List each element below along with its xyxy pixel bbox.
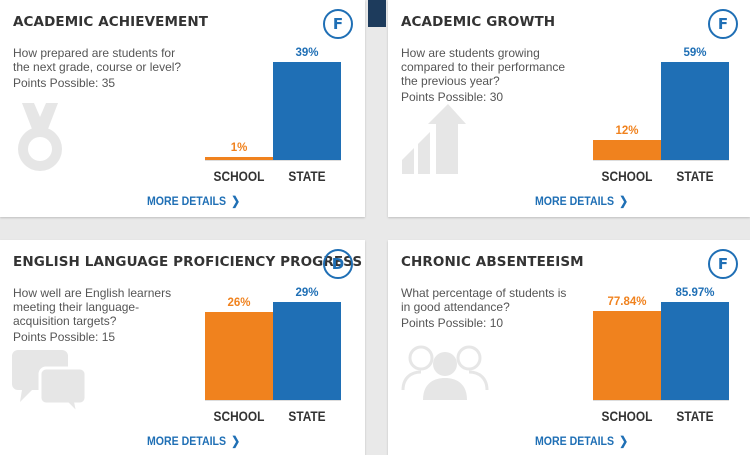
points-possible: Points Possible: 10 (401, 316, 504, 330)
bar-chart: 12% 59% SCHOOL STATE (388, 0, 750, 217)
grade-badge: D (323, 249, 353, 279)
bar-school (593, 311, 661, 400)
card-title: ENGLISH LANGUAGE PROFICIENCY PROGRESS (13, 254, 363, 270)
category-label-state: STATE (288, 408, 326, 424)
question-text: What percentage of students is in good a… (401, 286, 567, 314)
card-english-language-proficiency: ENGLISH LANGUAGE PROFICIENCY PROGRESS D … (0, 240, 365, 455)
bar-chart: 1% 39% SCHOOL STATE (0, 0, 365, 217)
category-label-school: SCHOOL (601, 168, 653, 184)
question-text: How well are English learners meeting th… (13, 286, 172, 328)
card-academic-achievement: ACADEMIC ACHIEVEMENT F How prepared are … (0, 0, 365, 217)
more-details-link[interactable]: MORE DETAILS ❯ (535, 194, 628, 208)
bar-label-state: 39% (295, 47, 319, 59)
grade-badge: F (708, 9, 738, 39)
card-title: CHRONIC ABSENTEEISM (401, 254, 584, 270)
bar-label-state: 29% (295, 287, 319, 299)
bar-state (273, 302, 341, 400)
more-details-link[interactable]: MORE DETAILS ❯ (147, 434, 240, 448)
bar-chart: 26% 29% SCHOOL STATE (0, 240, 365, 455)
card-question: How prepared are students for the next g… (13, 46, 191, 90)
bar-school (593, 140, 661, 160)
more-details-label: MORE DETAILS (535, 194, 615, 208)
more-details-link[interactable]: MORE DETAILS ❯ (535, 434, 628, 448)
category-label-school: SCHOOL (601, 408, 653, 424)
people-icon (401, 345, 489, 400)
card-question: How well are English learners meeting th… (13, 286, 191, 344)
bar-label-state: 85.97% (675, 287, 715, 299)
speech-bubbles-icon (12, 350, 88, 414)
chart-baseline (593, 160, 729, 161)
bar-label-school: 77.84% (607, 296, 647, 308)
chart-baseline (205, 400, 341, 401)
more-details-label: MORE DETAILS (147, 194, 227, 208)
bar-label-school: 26% (227, 297, 251, 309)
card-question: How are students growing compared to the… (401, 46, 579, 104)
bar-label-school: 1% (230, 142, 248, 154)
chevron-right-icon: ❯ (619, 194, 629, 208)
category-label-state: STATE (288, 168, 326, 184)
bar-school (205, 157, 273, 160)
category-label-school: SCHOOL (213, 408, 265, 424)
medal-icon (18, 103, 62, 171)
chevron-right-icon: ❯ (231, 194, 241, 208)
bar-state (273, 62, 341, 160)
card-chronic-absenteeism: CHRONIC ABSENTEEISM F What percentage of… (388, 240, 750, 455)
bar-school (205, 312, 273, 400)
card-academic-growth: ACADEMIC GROWTH F How are students growi… (388, 0, 750, 217)
growth-arrow-icon (402, 104, 466, 174)
more-details-link[interactable]: MORE DETAILS ❯ (147, 194, 240, 208)
points-possible: Points Possible: 30 (401, 90, 504, 104)
bar-chart: 77.84% 85.97% SCHOOL STATE (388, 240, 750, 455)
chevron-right-icon: ❯ (619, 434, 629, 448)
chart-baseline (205, 160, 341, 161)
bar-state (661, 62, 729, 160)
category-label-school: SCHOOL (213, 168, 265, 184)
question-text: How are students growing compared to the… (401, 46, 566, 88)
category-label-state: STATE (676, 408, 714, 424)
grade-badge: F (708, 249, 738, 279)
points-possible: Points Possible: 15 (13, 330, 116, 344)
bar-state (661, 302, 729, 400)
card-title: ACADEMIC GROWTH (401, 14, 556, 30)
header-strip (368, 0, 386, 27)
grade-badge: F (323, 9, 353, 39)
bar-label-school: 12% (615, 125, 639, 137)
more-details-label: MORE DETAILS (535, 434, 615, 448)
category-label-state: STATE (676, 168, 714, 184)
card-question: What percentage of students is in good a… (401, 286, 579, 330)
points-possible: Points Possible: 35 (13, 76, 116, 90)
more-details-label: MORE DETAILS (147, 434, 227, 448)
card-title: ACADEMIC ACHIEVEMENT (13, 14, 209, 30)
chevron-right-icon: ❯ (231, 434, 241, 448)
bar-label-state: 59% (683, 47, 707, 59)
chart-baseline (593, 400, 729, 401)
question-text: How prepared are students for the next g… (13, 46, 182, 74)
